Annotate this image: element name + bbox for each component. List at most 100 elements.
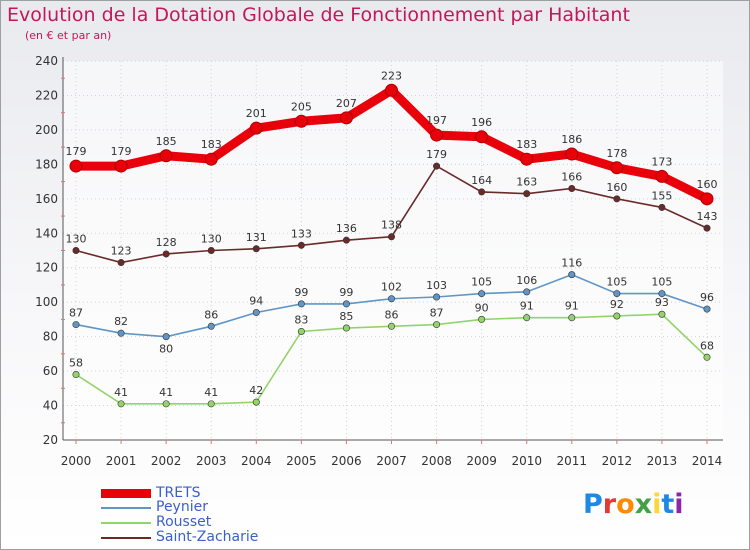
data-point xyxy=(658,203,666,211)
data-point xyxy=(703,224,711,232)
legend-item-peynier: Peynier xyxy=(101,499,301,515)
data-point xyxy=(72,371,80,379)
data-label: 223 xyxy=(381,69,402,82)
data-point xyxy=(342,300,350,308)
data-label: 143 xyxy=(697,210,718,223)
data-label: 160 xyxy=(697,178,718,191)
data-label: 106 xyxy=(516,274,537,287)
data-label: 86 xyxy=(204,308,218,321)
data-point xyxy=(114,159,128,173)
data-label: 94 xyxy=(249,295,263,308)
data-label: 41 xyxy=(204,386,218,399)
legend-label-rousset: Rousset xyxy=(156,514,212,530)
data-point xyxy=(433,162,441,170)
data-point xyxy=(568,184,576,192)
y-tick-label: 240 xyxy=(35,54,58,68)
x-tick-label: 2000 xyxy=(61,454,92,468)
x-tick-label: 2002 xyxy=(151,454,182,468)
data-label: 41 xyxy=(159,386,173,399)
data-label: 91 xyxy=(565,300,579,313)
data-label: 197 xyxy=(426,114,447,127)
data-point xyxy=(204,152,218,166)
data-label: 166 xyxy=(561,170,582,183)
y-tick-label: 140 xyxy=(35,226,58,240)
data-point xyxy=(565,147,579,161)
data-point xyxy=(613,312,621,320)
x-tick-label: 2008 xyxy=(421,454,452,468)
legend-item-saint-zacharie: Saint-Zacharie xyxy=(101,529,301,545)
x-tick-label: 2003 xyxy=(196,454,227,468)
logo-letter: r xyxy=(602,489,617,520)
data-label: 201 xyxy=(246,107,267,120)
data-point xyxy=(342,324,350,332)
data-point xyxy=(433,321,441,329)
data-label: 163 xyxy=(516,176,537,189)
data-label: 68 xyxy=(700,339,714,352)
x-tick-label: 2006 xyxy=(331,454,362,468)
x-tick-label: 2007 xyxy=(376,454,407,468)
data-label: 130 xyxy=(201,233,222,246)
y-tick-label: 200 xyxy=(35,123,58,137)
legend-swatch-peynier xyxy=(101,507,151,509)
y-tick-label: 100 xyxy=(35,295,58,309)
legend-label-trets: TRETS xyxy=(156,485,201,501)
logo-letter: o xyxy=(616,489,635,520)
data-point xyxy=(72,321,80,329)
data-point xyxy=(385,83,398,97)
data-point xyxy=(207,400,215,408)
data-point xyxy=(430,128,444,142)
data-label: 131 xyxy=(246,231,267,244)
x-tick-label: 2013 xyxy=(647,454,678,468)
data-point xyxy=(117,329,125,337)
y-tick-label: 20 xyxy=(43,433,58,447)
data-point xyxy=(475,130,489,144)
logo-letter: t xyxy=(661,489,675,520)
data-label: 92 xyxy=(610,298,624,311)
data-label: 102 xyxy=(381,281,402,294)
data-point xyxy=(658,290,666,298)
data-label: 183 xyxy=(201,138,222,151)
data-label: 178 xyxy=(606,147,627,160)
data-point xyxy=(523,190,531,198)
data-point xyxy=(700,192,714,206)
data-label: 86 xyxy=(385,308,399,321)
data-label: 123 xyxy=(111,245,132,258)
data-point xyxy=(207,322,215,330)
data-point xyxy=(523,314,531,322)
y-tick-label: 60 xyxy=(43,364,58,378)
x-tick-label: 2001 xyxy=(106,454,137,468)
data-label: 138 xyxy=(381,219,402,232)
data-point xyxy=(568,314,576,322)
data-label: 82 xyxy=(114,315,128,328)
chart-title: Evolution de la Dotation Globale de Fonc… xyxy=(7,4,630,26)
data-point xyxy=(297,300,305,308)
data-point xyxy=(703,353,711,361)
data-point xyxy=(294,114,308,128)
data-point xyxy=(252,245,260,253)
data-point xyxy=(613,290,621,298)
data-point xyxy=(387,322,395,330)
data-label: 80 xyxy=(159,343,173,356)
plot-area xyxy=(63,61,723,440)
legend-item-rousset: Rousset xyxy=(101,514,301,530)
legend-label-saint-zacharie: Saint-Zacharie xyxy=(156,529,259,545)
data-point xyxy=(339,111,353,125)
data-point xyxy=(610,161,624,175)
logo-letter: i xyxy=(674,489,684,520)
chart-subtitle: (en € et par an) xyxy=(25,29,112,42)
data-label: 99 xyxy=(294,286,308,299)
data-point xyxy=(297,241,305,249)
data-label: 105 xyxy=(606,276,627,289)
logo-letter: P xyxy=(583,489,603,520)
data-label: 42 xyxy=(249,384,263,397)
legend-swatch-rousset xyxy=(101,522,151,524)
data-label: 87 xyxy=(430,307,444,320)
data-label: 179 xyxy=(426,148,447,161)
data-point xyxy=(342,236,350,244)
data-point xyxy=(159,149,173,163)
proxiti-logo: Proxiti xyxy=(583,489,684,520)
data-label: 116 xyxy=(561,257,582,270)
logo-letter: i xyxy=(652,489,662,520)
data-label: 105 xyxy=(471,276,492,289)
data-label: 83 xyxy=(294,313,308,326)
